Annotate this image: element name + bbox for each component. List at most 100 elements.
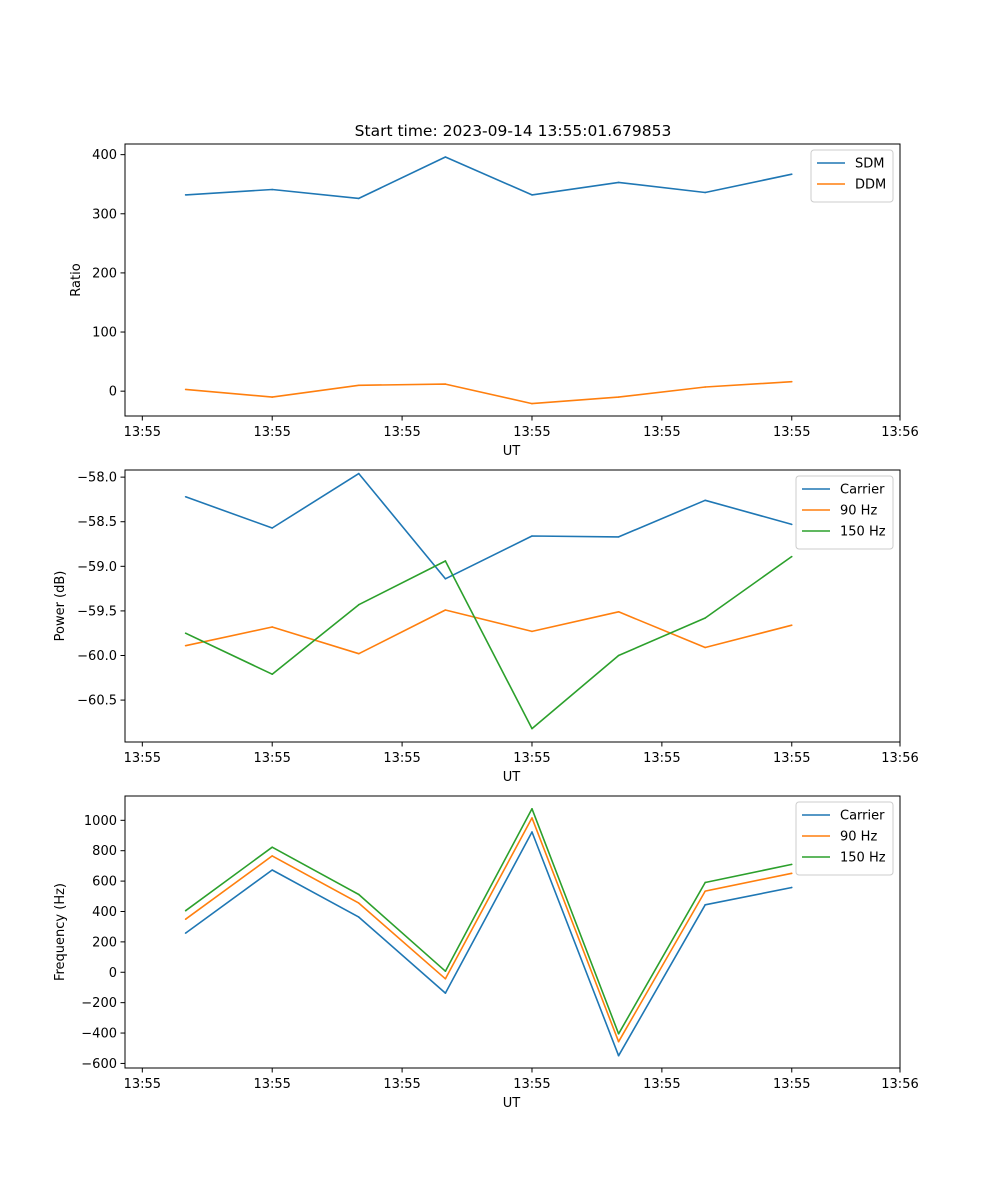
data-point (790, 380, 793, 383)
data-point (531, 831, 533, 833)
data-point (184, 932, 187, 934)
legend-label: 150 Hz (840, 525, 886, 540)
data-point (704, 617, 706, 619)
y-tick-label: −60.5 (77, 694, 117, 709)
x-tick-label: 13:55 (773, 425, 810, 440)
axes-frame (124, 143, 901, 417)
data-point (271, 188, 274, 191)
series-line-90-hz (185, 609, 792, 655)
data-point (531, 535, 533, 537)
y-tick-label: 800 (92, 844, 117, 859)
x-tick-label: 13:55 (773, 1077, 810, 1092)
data-point (271, 855, 274, 857)
series-line-150-hz (185, 555, 793, 730)
chart-panel-1: 13:55 13:55 13:55 13:55 13:55 13:55 13:56 0 100 2… (69, 143, 919, 459)
data-point (704, 904, 706, 906)
y-tick-label: −200 (81, 996, 117, 1011)
x-axis-label: UT (503, 444, 521, 459)
series-line-sdm (185, 156, 792, 200)
x-tick-label: 13:55 (124, 1077, 161, 1092)
legend-label: Carrier (840, 483, 885, 498)
y-tick-label: 600 (92, 875, 117, 890)
x-tick-label: 13:55 (383, 751, 420, 766)
series-line-carrier (185, 831, 792, 1057)
data-point (271, 673, 274, 676)
data-point (444, 970, 447, 973)
data-point (184, 388, 187, 391)
data-point (444, 383, 447, 385)
x-tick-label: 13:55 (253, 1077, 290, 1092)
data-point (617, 1033, 620, 1035)
x-tick-label: 13:55 (643, 1077, 680, 1092)
data-point (444, 578, 447, 580)
data-point (444, 992, 447, 994)
y-tick-label: 100 (92, 326, 117, 341)
data-point (617, 1040, 620, 1043)
data-point (790, 173, 793, 175)
data-point (704, 386, 706, 388)
data-point (704, 881, 706, 884)
data-point (790, 523, 793, 526)
x-tick-label: 13:55 (773, 751, 810, 766)
data-point (184, 918, 187, 921)
y-axis-label: Ratio (69, 263, 84, 296)
data-point (790, 624, 793, 626)
x-axis-label: UT (503, 1096, 521, 1111)
legend-label: SDM (855, 157, 884, 172)
data-point (617, 610, 620, 613)
y-tick-label: 200 (92, 266, 117, 281)
y-axis-label: Power (dB) (53, 571, 68, 642)
x-tick-label: 13:55 (383, 425, 420, 440)
series-line-150-hz (185, 807, 792, 1035)
data-point (790, 886, 793, 889)
data-point (617, 536, 620, 538)
data-point (184, 632, 187, 634)
x-tick-label: 13:56 (881, 751, 918, 766)
data-point (271, 527, 274, 529)
data-point (531, 630, 533, 633)
data-point (531, 807, 533, 810)
data-point (617, 396, 620, 398)
legend-label: DDM (855, 178, 886, 193)
data-point (184, 194, 187, 196)
data-point (617, 181, 620, 184)
data-point (617, 654, 620, 657)
x-tick-label: 13:55 (383, 1077, 420, 1092)
data-point (357, 652, 360, 655)
chart-panel-2: 13:55 13:55 13:55 13:55 13:55 13:55 13:56 −58.0… (53, 469, 919, 785)
data-point (704, 646, 706, 649)
y-tick-label: −59.0 (77, 560, 117, 575)
data-point (790, 555, 793, 558)
axes-frame (124, 469, 901, 743)
x-tick-label: 13:55 (253, 751, 290, 766)
series-line-90-hz (185, 817, 792, 1043)
data-point (357, 197, 360, 200)
data-point (531, 817, 533, 819)
data-point (357, 472, 360, 475)
data-point (357, 893, 360, 896)
data-point (444, 560, 447, 562)
data-point (357, 902, 360, 904)
data-point (271, 869, 274, 871)
y-tick-label: 0 (109, 385, 117, 400)
data-point (357, 916, 360, 918)
data-point (531, 402, 533, 405)
data-point (357, 603, 360, 606)
y-tick-label: 1000 (84, 814, 117, 829)
x-tick-label: 13:55 (643, 751, 680, 766)
y-axis-label: Frequency (Hz) (53, 883, 68, 981)
x-tick-label: 13:56 (881, 425, 918, 440)
chart-panel-3: 13:55 13:55 13:55 13:55 13:55 13:55 13:56 −600 −… (53, 795, 919, 1111)
data-point (444, 156, 447, 158)
series-line-ddm (185, 380, 792, 405)
data-point (444, 978, 447, 980)
data-point (271, 846, 274, 849)
series-line-carrier (185, 472, 793, 580)
x-tick-label: 13:55 (643, 425, 680, 440)
data-point (704, 890, 706, 892)
data-point (704, 499, 706, 502)
y-tick-label: −400 (81, 1027, 117, 1042)
data-point (271, 396, 274, 398)
data-point (184, 909, 187, 912)
